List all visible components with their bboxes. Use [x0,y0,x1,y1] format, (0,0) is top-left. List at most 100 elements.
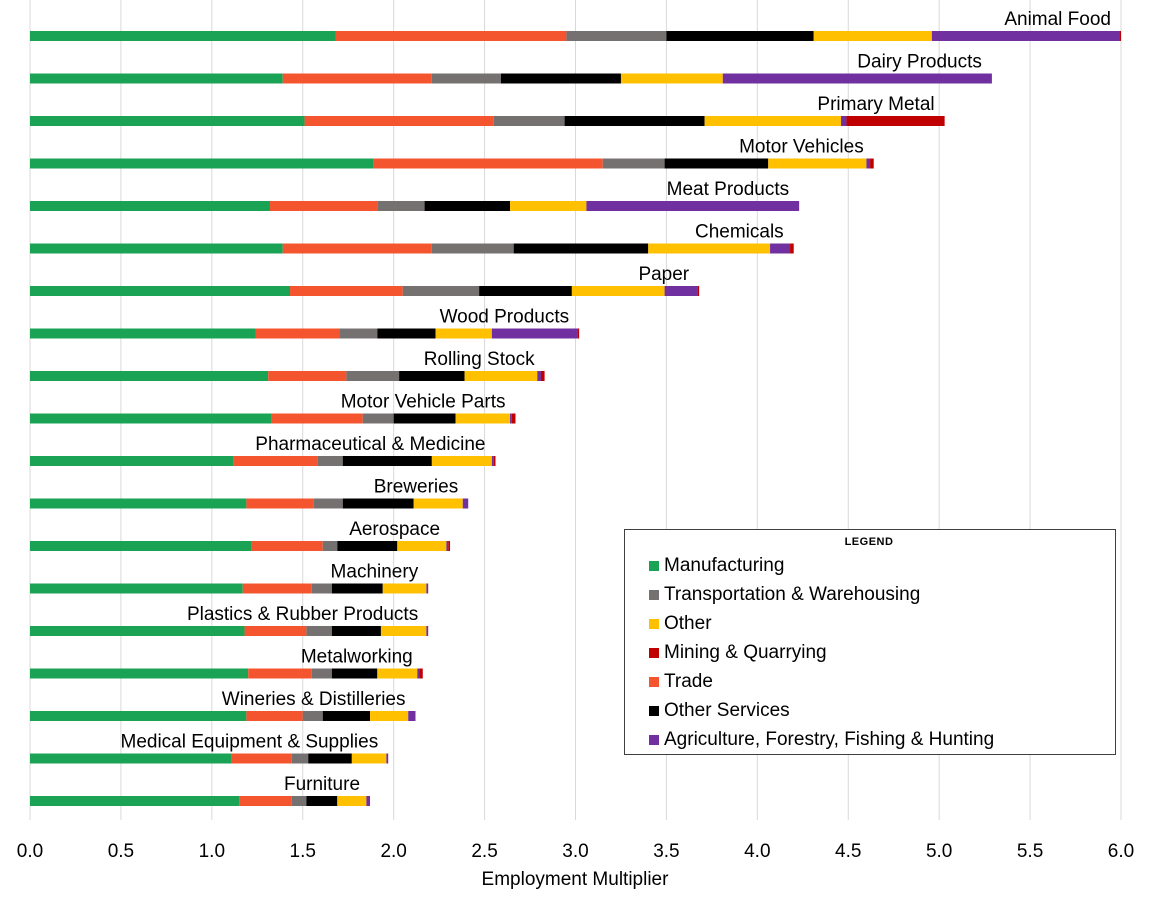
bar-segment-mining-quarrying [1119,31,1121,41]
legend-swatch [649,619,659,629]
bar-segment-trade [304,116,494,126]
bar-segment-transportation-warehousing [377,201,425,211]
bar-segment-agriculture-forestry-fishing-hunting [446,541,449,551]
bar-segment-other-services [331,668,378,679]
category-label: Metalworking [301,647,413,668]
legend-swatch [649,561,659,571]
bar-segment-agriculture-forestry-fishing-hunting [426,583,429,594]
bar-segment-other [337,796,367,806]
legend-item: Transportation & Warehousing [649,583,920,607]
legend-label: Trade [664,671,713,692]
bar-segment-trade [239,796,292,806]
bar-segment-manufacturing [30,116,305,126]
bar-segment-transportation-warehousing [431,73,501,84]
bar-segment-other [435,328,492,339]
bar-segment-manufacturing [30,668,249,679]
bar-segment-manufacturing [30,456,234,466]
bar-segment-other-services [322,711,371,721]
x-axis-label: Employment Multiplier [482,869,670,890]
legend-label: Manufacturing [664,555,785,576]
bar-segment-agriculture-forestry-fishing-hunting [866,158,871,169]
bar-segment-transportation-warehousing [362,413,394,424]
bar-segment-other [397,541,447,551]
bar-segment-other [413,498,463,509]
bar-segment-trade [246,711,303,721]
bar-segment-other-services [424,201,511,211]
bar-segment-other-services [666,31,814,41]
bar-segment-manufacturing [30,753,232,764]
bar-segment-transportation-warehousing [291,753,309,764]
bar-segment-transportation-warehousing [431,243,514,254]
bar-segment-trade [268,371,347,381]
bar-segment-mining-quarrying [790,243,794,254]
bar-segment-transportation-warehousing [346,371,400,381]
bar-segment-other [704,116,841,126]
bar-segment-trade [255,328,340,339]
bar-segment-other-services [331,626,381,636]
bar-segment-other-services [393,413,456,424]
category-label: Medical Equipment & Supplies [121,732,379,753]
bar-segment-other-services [331,583,383,594]
bar-segment-trade [335,31,567,41]
bar-segment-agriculture-forestry-fishing-hunting [491,328,578,339]
legend-swatch [649,590,659,600]
x-tick-label: 2.0 [380,841,406,862]
bar-segment-other-services [306,796,338,806]
bar-segment-other [382,583,427,594]
bar-segment-agriculture-forestry-fishing-hunting [931,31,1120,41]
legend-label: Mining & Quarrying [664,642,827,663]
bar-segment-transportation-warehousing [311,668,332,679]
bar-segment-other [768,158,867,169]
category-label: Primary Metal [817,94,934,115]
bar-segment-agriculture-forestry-fishing-hunting [840,116,847,126]
category-label: Furniture [284,774,360,795]
bar-segment-trade [231,753,292,764]
bar-segment-trade [290,286,403,296]
bar-segment-agriculture-forestry-fishing-hunting [426,626,429,636]
bar-segment-other [464,371,538,381]
x-tick-label: 5.5 [1017,841,1043,862]
bar-segment-trade [282,73,432,84]
category-label: Motor Vehicle Parts [341,392,506,413]
bar-segment-other-services [564,116,705,126]
bar-segment-transportation-warehousing [313,498,343,509]
bar-segment-mining-quarrying [511,413,516,424]
bar-segment-transportation-warehousing [306,626,332,636]
bar-segment-other-services [399,371,465,381]
bar-segment-other-services [308,753,352,764]
bar-segment-trade [242,583,312,594]
bar-segment-agriculture-forestry-fishing-hunting [366,796,371,806]
bar-segment-transportation-warehousing [311,583,332,594]
x-tick-label: 5.0 [926,841,952,862]
bar-segment-trade [233,456,318,466]
x-tick-label: 4.0 [744,841,770,862]
x-tick-label: 3.0 [562,841,588,862]
legend: LEGEND Manufacturing Transportation & War… [624,529,1116,755]
bar-segment-transportation-warehousing [602,158,665,169]
bar-segment-trade [246,498,314,509]
bar-segment-manufacturing [30,371,269,381]
legend-item: Other Services [649,699,790,723]
category-label: Motor Vehicles [739,137,864,158]
bar-segment-manufacturing [30,73,283,84]
bar-segment-agriculture-forestry-fishing-hunting [417,668,420,679]
bar-segment-mining-quarrying [870,158,874,169]
x-tick-label: 1.5 [290,841,316,862]
bar-segment-manufacturing [30,498,247,509]
category-label: Plastics & Rubber Products [187,604,418,625]
bar-segment-trade [373,158,603,169]
bar-segment-other [431,456,492,466]
legend-item: Agriculture, Forestry, Fishing & Hunting [649,728,994,752]
bar-segment-transportation-warehousing [302,711,323,721]
bar-segment-other-services [342,456,432,466]
category-label: Machinery [331,562,419,583]
bar-segment-other [648,243,771,254]
category-label: Rolling Stock [424,349,535,370]
legend-swatch [649,735,659,745]
bar-segment-other [370,711,409,721]
bar-segment-manufacturing [30,796,240,806]
bar-segment-agriculture-forestry-fishing-hunting [537,371,541,381]
x-tick-label: 1.0 [199,841,225,862]
bar-segment-agriculture-forestry-fishing-hunting [462,498,469,509]
x-tick-label: 3.5 [653,841,679,862]
